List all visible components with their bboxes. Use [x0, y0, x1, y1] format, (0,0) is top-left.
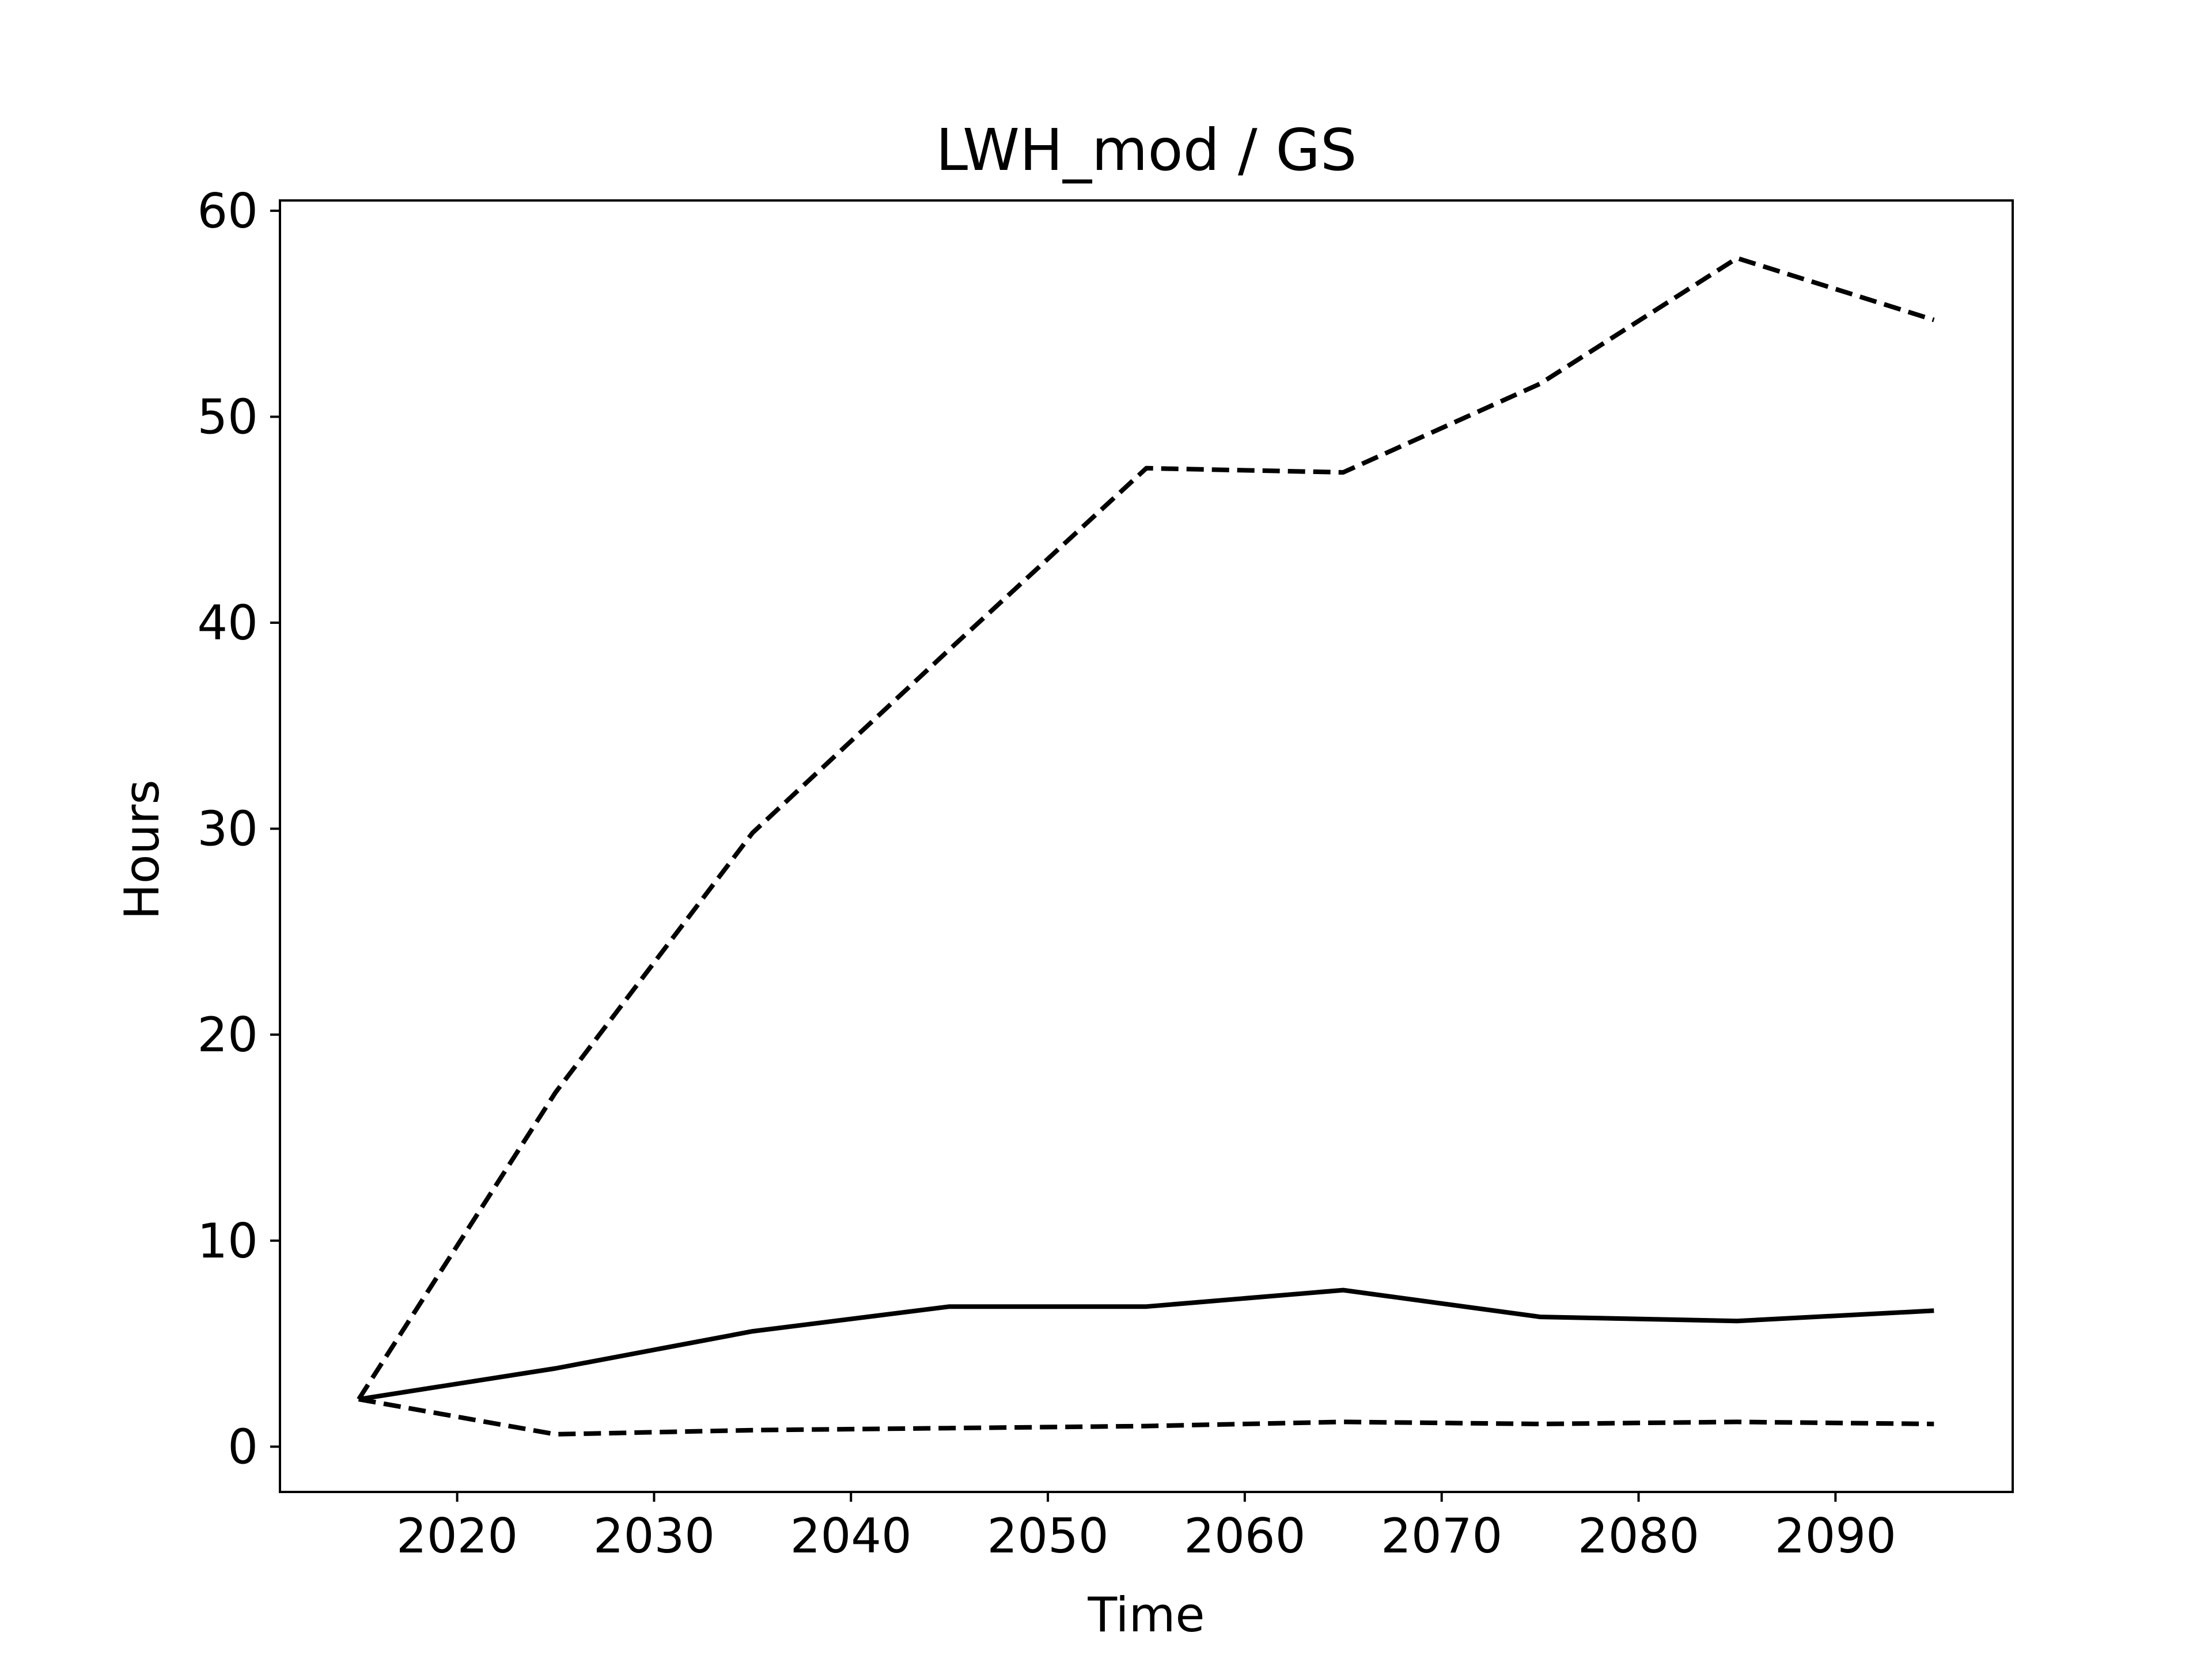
- series-line-1: [358, 1287, 1934, 1402]
- series-line-2: [357, 256, 1935, 1401]
- x-tick-label: 2020: [396, 1508, 518, 1564]
- series-line-3: [358, 1397, 1934, 1437]
- chart-title: LWH_mod / GS: [936, 116, 1357, 184]
- y-axis-ticks: 0 10 20 30 40 50 60: [197, 183, 280, 1475]
- x-tick-label: 2060: [1184, 1508, 1305, 1564]
- x-tick-label: 2040: [790, 1508, 912, 1564]
- x-tick-label: 2030: [593, 1508, 715, 1564]
- x-tick-label: 2050: [987, 1508, 1108, 1564]
- y-tick-label: 10: [197, 1213, 258, 1269]
- x-axis-ticks: 2020 2030 2040 2050 2060 2070 2080 2090: [396, 1492, 1896, 1564]
- y-tick-label: 20: [197, 1007, 258, 1063]
- x-tick-label: 2080: [1578, 1508, 1699, 1564]
- x-tick-label: 2090: [1775, 1508, 1896, 1564]
- y-tick-label: 50: [197, 389, 258, 445]
- y-tick-label: 0: [228, 1419, 258, 1475]
- y-axis-label: Hours: [114, 779, 170, 919]
- plot-area-frame: [279, 199, 2014, 1493]
- y-tick-label: 40: [197, 595, 258, 651]
- x-tick-label: 2070: [1381, 1508, 1502, 1564]
- y-tick-label: 60: [197, 183, 258, 239]
- plot-lines: [357, 256, 1935, 1437]
- y-tick-label: 30: [197, 801, 258, 857]
- x-axis-label: Time: [1087, 1587, 1205, 1643]
